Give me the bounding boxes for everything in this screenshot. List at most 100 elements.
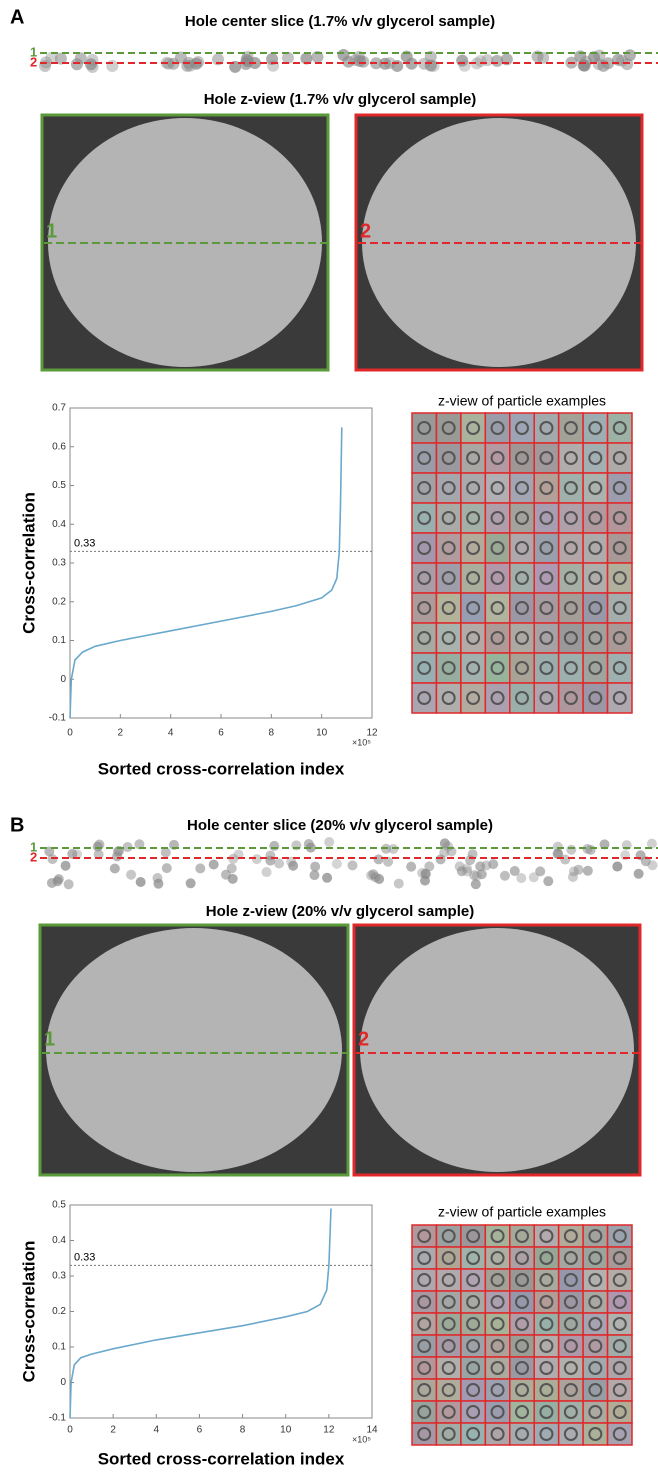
particle [490,1405,505,1419]
particle [612,1295,627,1309]
slice-particle [417,868,428,879]
particle [563,511,578,525]
slice-particle [54,52,67,65]
particle [515,631,529,645]
line [69,427,343,719]
particle-tile [533,1268,560,1292]
particle-tile [606,1224,633,1248]
particle-tile [460,1268,487,1292]
particle [417,1339,432,1353]
slice-particle [435,854,446,865]
particle [417,691,432,705]
particle [563,541,578,555]
hole [46,928,342,1172]
particle [441,1273,456,1287]
particle [612,1405,627,1419]
particle [539,1317,554,1331]
slice-particle [509,866,520,877]
slice-particle [566,844,577,855]
particle-tile [582,1312,609,1336]
particle [441,1405,456,1419]
particle-tile [533,622,560,654]
slice-particle [623,49,636,62]
slice-particle [470,879,481,890]
particle [588,661,603,675]
reference-label: 0.33 [74,537,95,549]
slice-particle [233,849,244,860]
slice-particle [383,856,394,867]
particle-tile [484,412,511,444]
particle-tile [411,472,438,504]
x-tick-label: 6 [197,1425,203,1436]
x-multiplier: ×10⁵ [352,737,371,747]
zview-title: Hole z-view (1.7% v/v glycerol sample) [204,91,477,108]
particle [539,631,554,645]
slice-particle [373,854,384,865]
particle-tile [557,1290,584,1314]
slice-particle [458,59,471,72]
particle-tile [509,1400,535,1424]
particle-tile [582,1356,609,1380]
plot-area [69,1204,373,1419]
x-axis-label: Sorted cross-correlation index [98,759,345,778]
particle-tile [509,622,535,654]
particle [563,661,578,675]
y-tick-label: -0.1 [49,713,67,724]
particle-tile [606,1290,633,1314]
slice-particle [126,869,137,880]
particle [441,481,456,495]
particle [441,541,456,555]
particle [441,691,456,705]
particle [588,1317,603,1331]
particle [515,691,529,705]
particle-tile [557,682,584,714]
particle [612,1251,627,1265]
particle-tile [533,532,560,564]
particle-tile [509,1290,535,1314]
particle-tile [533,442,560,474]
particle [539,1405,554,1419]
slice-particle [45,51,58,64]
particle [588,421,603,435]
particle-tile [435,1422,462,1446]
y-tick-label: 0.1 [52,1342,66,1353]
slice-particle [281,51,294,64]
particle [563,1295,578,1309]
particle-tile [606,502,633,534]
particle-tile [460,1400,487,1424]
slice-line-label: 1 [30,44,37,59]
particle-tile [411,562,438,594]
particle [490,1295,505,1309]
particle-tile [435,1246,462,1270]
particle [539,421,554,435]
particle [539,1383,554,1397]
particle-tile [533,562,560,594]
particle-tile [435,1290,462,1314]
particle [588,601,603,615]
particle-tile [533,592,560,624]
y-tick-label: 0.2 [52,1306,66,1317]
particle-tile [557,442,584,474]
slice-particle [135,877,146,888]
particle-tile [484,682,511,714]
particle-tile [435,1224,462,1248]
panel-label: B [10,814,24,836]
particle [563,421,578,435]
particle [441,1427,456,1441]
slice-particle [424,861,435,872]
particle-tile [582,1246,609,1270]
particle [563,1251,578,1265]
particle [515,601,529,615]
particle-tile [606,1246,633,1270]
particle [466,511,481,525]
particle-tile [435,622,462,654]
slice-particle [274,858,285,869]
particle [490,631,505,645]
particle-tile [606,652,633,684]
particle [563,631,578,645]
particle-tile [606,1268,633,1292]
particle-tile [582,622,609,654]
particle-tile [533,652,560,684]
particle [539,571,554,585]
particle [441,1317,456,1331]
